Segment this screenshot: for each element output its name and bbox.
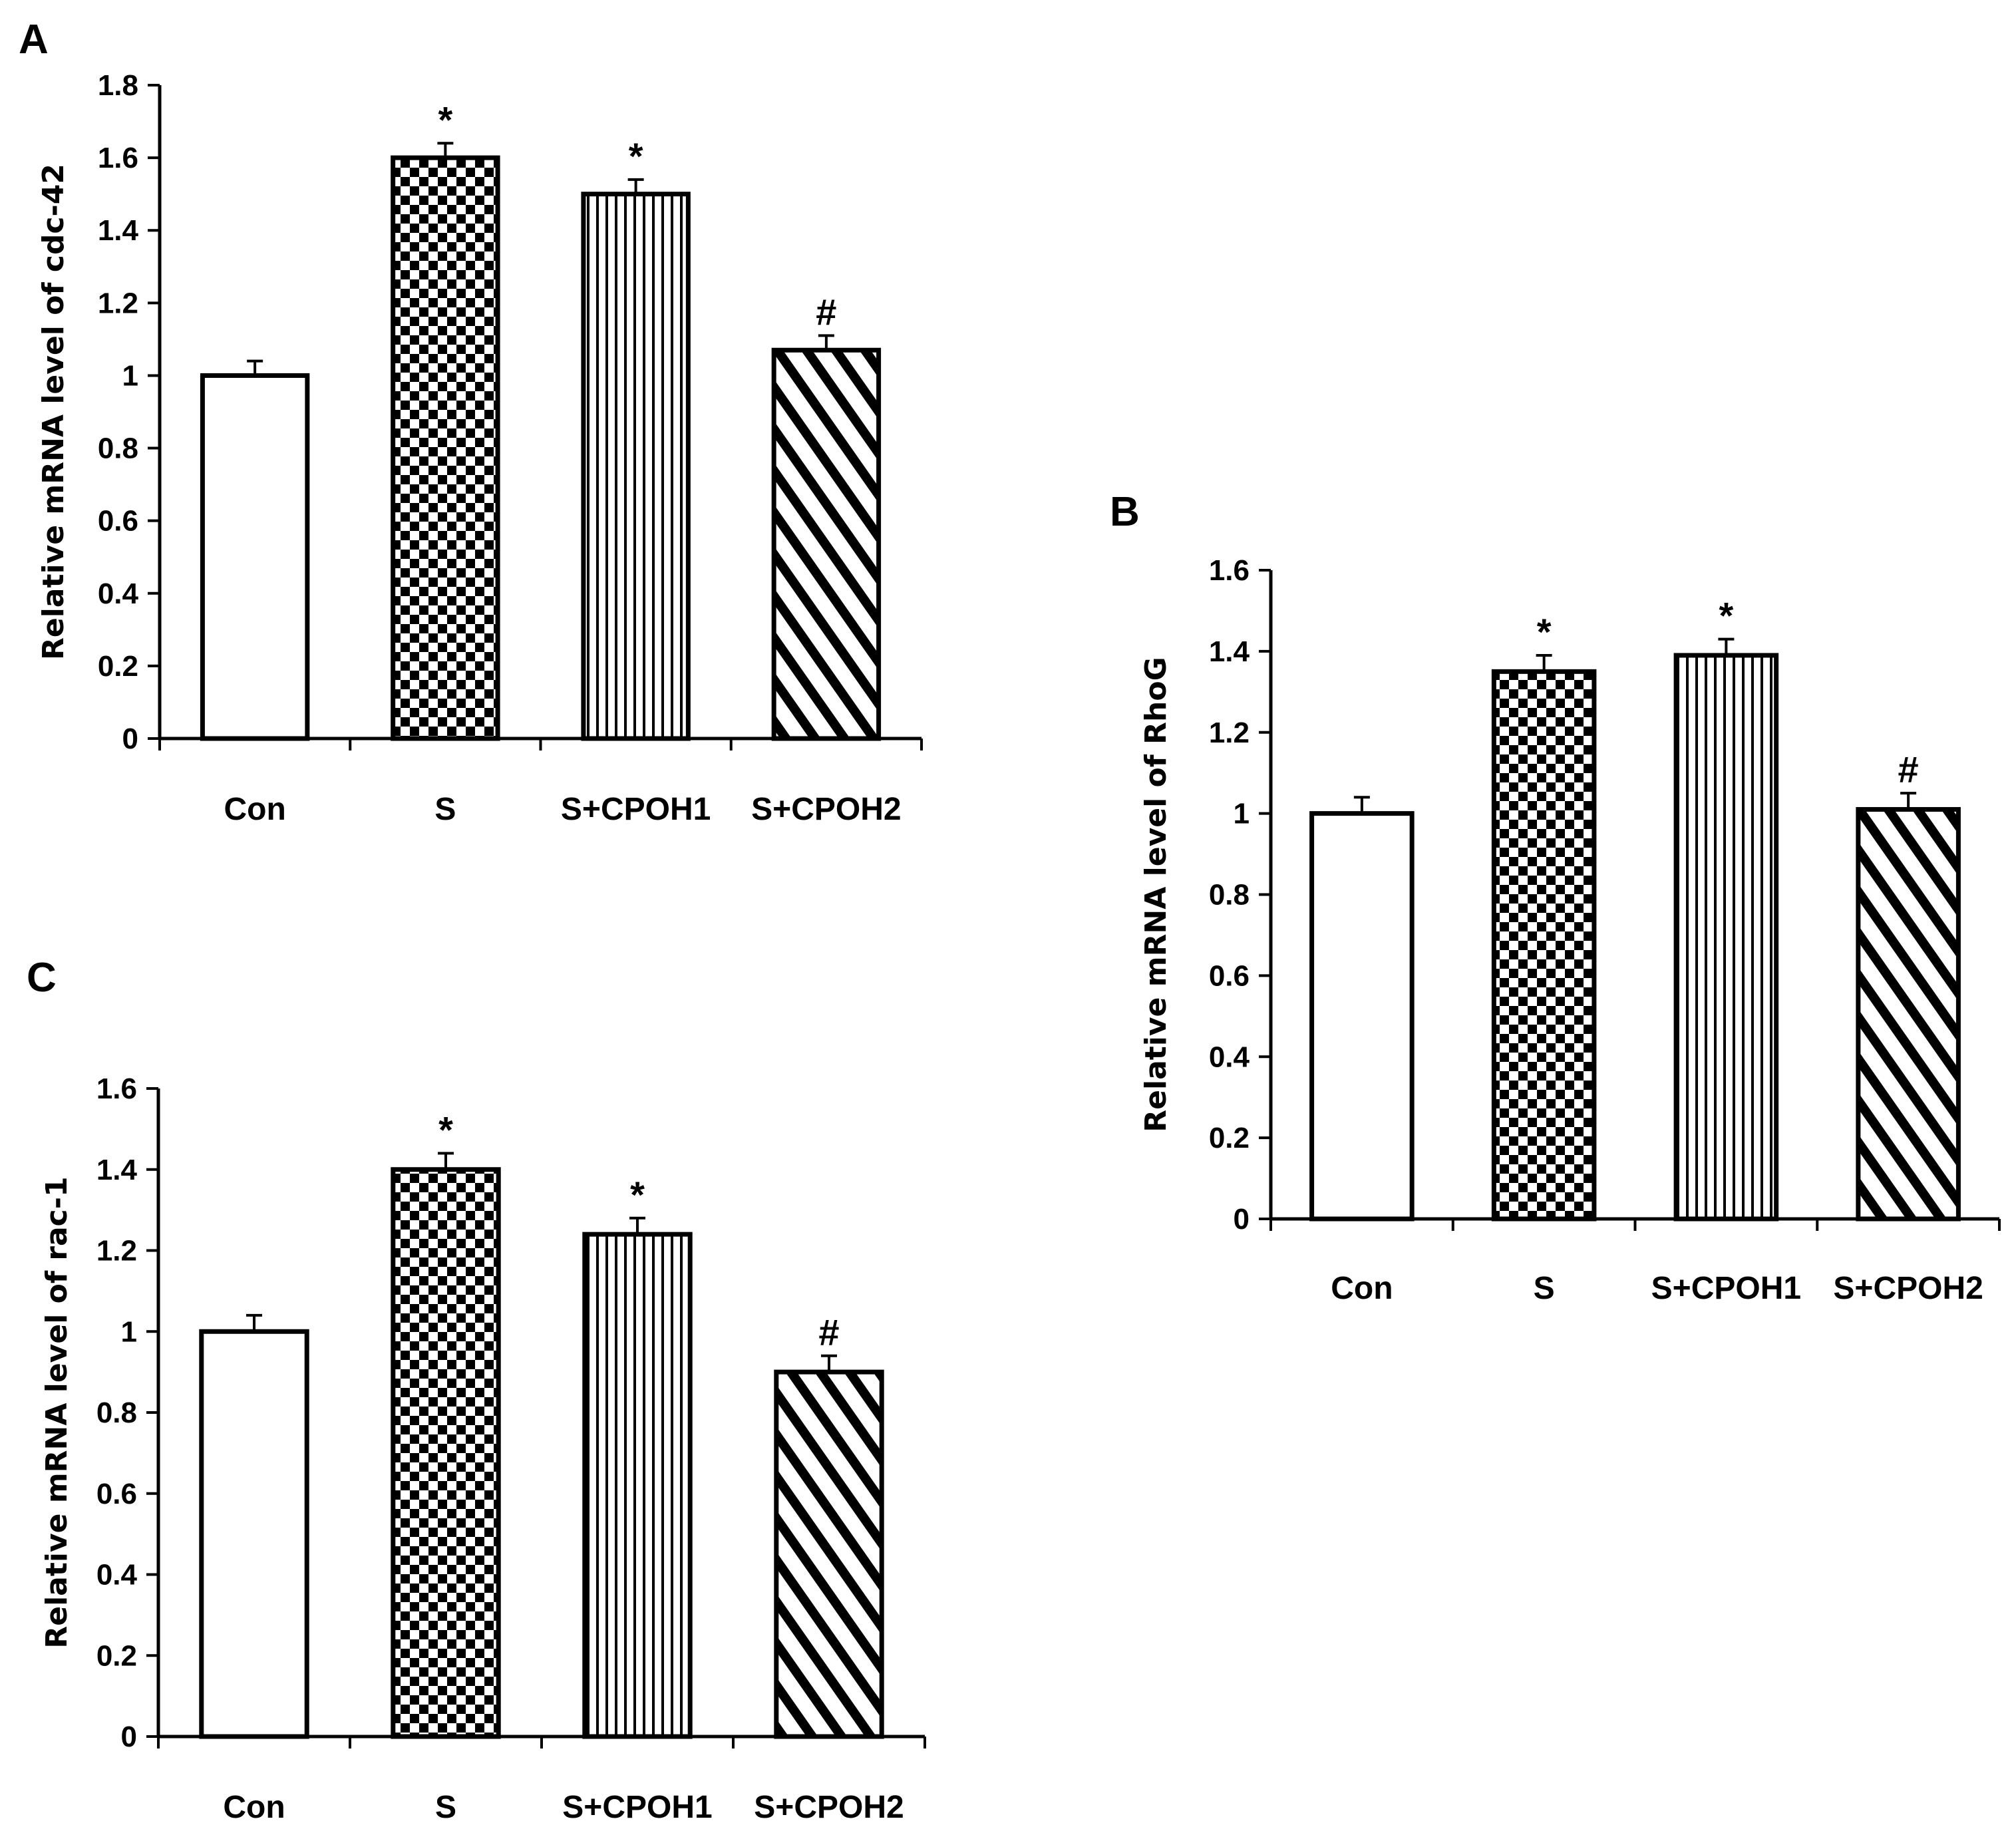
y-tick-label: 1 — [122, 359, 138, 392]
y-tick-label: 0.8 — [96, 1397, 137, 1429]
y-tick-label: 1.6 — [96, 1073, 137, 1105]
panel-letter-b: B — [1110, 489, 1140, 535]
significance-mark: * — [1719, 595, 1733, 637]
y-tick-label: 0.6 — [98, 505, 138, 538]
bar-3 — [581, 192, 691, 741]
significance-mark: * — [438, 1108, 453, 1150]
y-tick-label: 0.6 — [1209, 959, 1250, 992]
y-tick-label: 0 — [121, 1721, 137, 1753]
y-tick-label: 1.6 — [98, 142, 138, 174]
y-tick-label: 0.2 — [98, 650, 138, 683]
significance-mark: * — [630, 1174, 645, 1216]
category-label: S+CPOH2 — [754, 1790, 904, 1825]
category-label: S+CPOH1 — [562, 1790, 712, 1825]
chart-panel-a: A Relative mRNA level of cdc-42 0 0.2 0.4 0.6… — [19, 17, 923, 827]
bar-3 — [1673, 653, 1779, 1222]
category-label: Con — [1331, 1271, 1393, 1306]
category-label: S — [435, 1790, 456, 1825]
bar-3 — [582, 1232, 693, 1739]
chart-panel-c: C Relative mRNA level of rac-1 0 0.2 0.4 0.6 0… — [27, 955, 926, 1825]
y-tick-label: 0.2 — [96, 1639, 137, 1672]
y-tick-label: 1.4 — [1209, 635, 1250, 668]
bar-1 — [199, 1329, 309, 1739]
bar-1 — [200, 373, 310, 741]
category-label: S+CPOH1 — [1651, 1271, 1801, 1306]
chart-panel-b: B Relative mRNA level of RhoG 0 0.2 0.4 0.6 0.… — [1110, 489, 2001, 1306]
y-tick-label: 0.8 — [1209, 879, 1250, 912]
significance-mark: # — [1898, 749, 1919, 790]
category-label: Con — [223, 1790, 285, 1825]
bar-2 — [391, 155, 500, 741]
significance-mark: # — [816, 291, 836, 333]
bar-4 — [771, 347, 882, 741]
y-tick-label: 1.4 — [96, 1154, 138, 1186]
y-tick-label: 0.6 — [96, 1478, 137, 1510]
bar-4 — [1856, 807, 1961, 1222]
y-tick-label: 1 — [1234, 798, 1250, 830]
y-tick-label: 0.4 — [96, 1559, 138, 1591]
bar-2 — [1491, 669, 1597, 1222]
y-tick-label: 1.4 — [98, 214, 139, 247]
y-tick-label: 1.2 — [98, 287, 138, 319]
significance-mark: # — [818, 1311, 839, 1353]
significance-mark: * — [1537, 611, 1552, 653]
y-tick-label: 1.2 — [96, 1235, 137, 1267]
y-tick-label: 0.2 — [1209, 1122, 1250, 1154]
y-tick-label: 1 — [121, 1315, 137, 1348]
category-label: S+CPOH2 — [1833, 1271, 1983, 1306]
y-tick-label: 0 — [122, 723, 138, 755]
category-label: Con — [224, 792, 285, 827]
significance-mark: * — [629, 135, 643, 177]
y-tick-label: 0.8 — [98, 432, 138, 465]
category-label: S+CPOH2 — [751, 792, 901, 827]
y-tick-label: 0 — [1234, 1203, 1250, 1236]
y-tick-label: 1.6 — [1209, 554, 1250, 587]
y-tick-label: 0.4 — [98, 578, 139, 610]
bar-2 — [391, 1167, 501, 1739]
bar-4 — [774, 1369, 884, 1739]
y-tick-label: 1.2 — [1209, 717, 1250, 749]
category-label: S — [434, 792, 456, 827]
y-axis-title: Relative mRNA level of rac-1 — [40, 1176, 74, 1648]
y-tick-label: 0.4 — [1209, 1041, 1250, 1073]
y-tick-label: 1.8 — [98, 69, 138, 102]
panel-letter-a: A — [19, 17, 49, 63]
bar-1 — [1309, 811, 1415, 1222]
panel-letter-c: C — [27, 955, 57, 1001]
y-axis-title: Relative mRNA level of cdc-42 — [37, 164, 71, 660]
category-label: S — [1534, 1271, 1555, 1306]
significance-mark: * — [438, 98, 452, 140]
category-label: S+CPOH1 — [561, 792, 711, 827]
y-axis-title: Relative mRNA level of RhoG — [1139, 657, 1173, 1132]
